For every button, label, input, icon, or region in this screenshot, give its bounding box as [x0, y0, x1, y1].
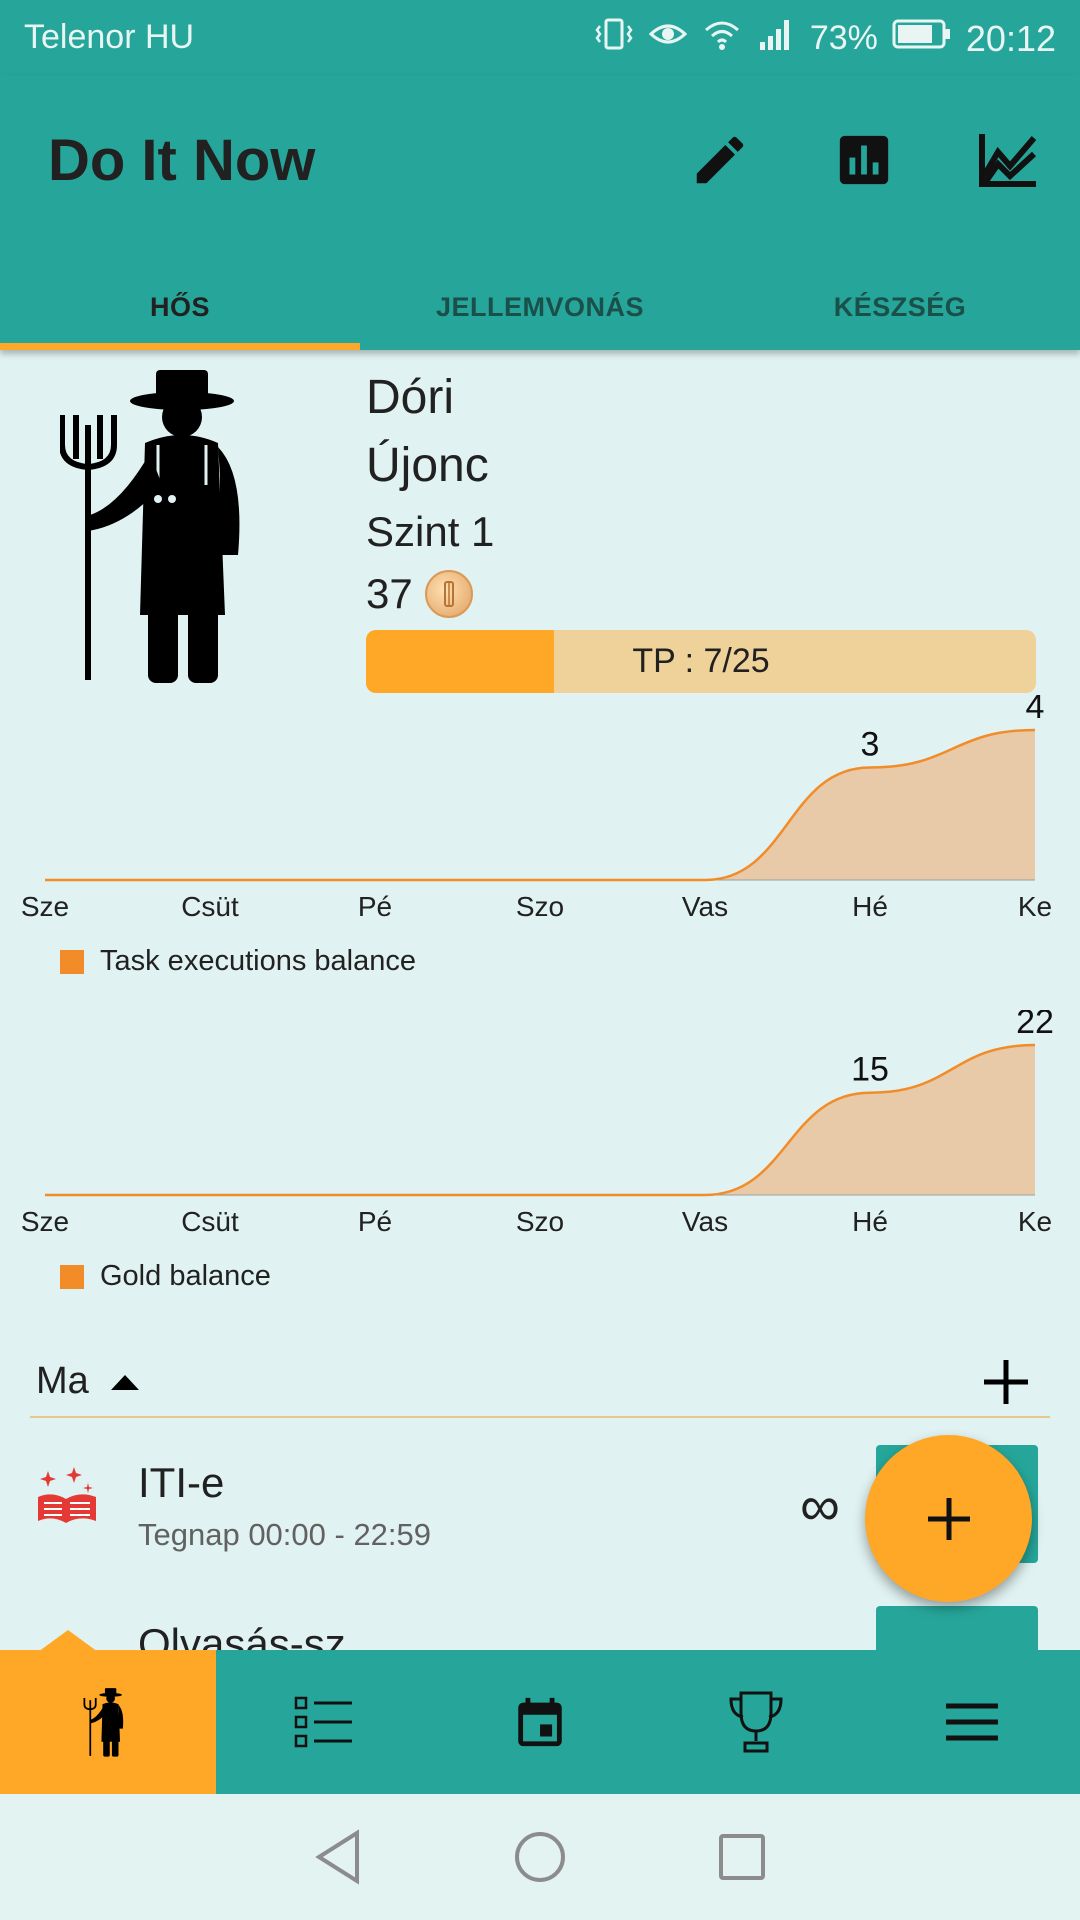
- legend-label: Task executions balance: [100, 945, 416, 977]
- series-line: [44, 728, 1036, 882]
- trophy-icon: [729, 1691, 783, 1753]
- collapse-arrow-icon: [110, 1374, 139, 1390]
- legend-swatch: [60, 1264, 84, 1289]
- x-tick-label: Hé: [852, 1206, 888, 1237]
- x-tick-label: Pé: [358, 1206, 392, 1237]
- tab-hero[interactable]: HŐS: [0, 265, 360, 350]
- x-tick-label: Pé: [358, 891, 392, 922]
- task-executions-chart: Sze Csüt Pé Szo Vas Hé Ke 3 4: [0, 695, 1080, 935]
- trend-button[interactable]: [973, 125, 1043, 195]
- statistics-button[interactable]: [829, 125, 899, 195]
- x-tick-label: Szo: [516, 891, 564, 922]
- recents-icon[interactable]: [717, 1832, 767, 1882]
- experience-label: TP : 7/25: [632, 642, 770, 680]
- vibrate-icon: [594, 14, 634, 63]
- tab-bar: HŐS JELLEMVONÁS KÉSZSÉG: [0, 265, 1080, 350]
- data-label: 22: [1016, 1010, 1054, 1041]
- clock: 20:12: [965, 17, 1056, 59]
- series-line: [44, 1043, 1036, 1197]
- hero-gold: 37: [366, 570, 494, 618]
- status-icons: 73% 20:12: [594, 14, 1056, 63]
- x-tick-label: Ke: [1018, 1206, 1052, 1237]
- data-label: 15: [851, 1051, 889, 1089]
- tab-traits[interactable]: JELLEMVONÁS: [435, 292, 645, 322]
- x-tick-label: Sze: [21, 1206, 69, 1237]
- eye-icon: [648, 14, 688, 63]
- book-icon: [38, 1467, 96, 1523]
- x-tick-label: Vas: [682, 1206, 728, 1237]
- battery-percent: 73%: [809, 19, 878, 57]
- hero-level: Szint 1: [366, 508, 495, 555]
- task-executions-chart-svg: Sze Csüt Pé Szo Vas Hé Ke 3 4: [21, 695, 1052, 922]
- experience-bar: TP : 7/25: [366, 630, 1036, 693]
- carrier-name: Telenor HU: [24, 18, 195, 56]
- nav-indicator: [38, 1630, 98, 1652]
- pencil-icon: [696, 136, 744, 184]
- back-icon[interactable]: [313, 1829, 363, 1885]
- edit-button[interactable]: [685, 125, 755, 195]
- area-fill: [45, 1045, 1035, 1195]
- data-label: 4: [1026, 695, 1045, 726]
- gold-balance-chart-svg: Sze Csüt Pé Szo Vas Hé Ke 15 22: [21, 1010, 1054, 1237]
- data-label: 3: [861, 726, 880, 764]
- menu-icon: [946, 1703, 998, 1741]
- x-tick-label: Csüt: [181, 891, 239, 922]
- x-tick-label: Hé: [852, 891, 888, 922]
- battery-icon: [892, 17, 952, 60]
- x-tick-label: Szo: [516, 1206, 564, 1237]
- checklist-icon: [294, 1696, 352, 1748]
- app-title: Do It Now: [48, 128, 316, 193]
- gold-balance-chart: Sze Csüt Pé Szo Vas Hé Ke 15 22: [0, 1010, 1080, 1250]
- x-tick-label: Vas: [682, 891, 728, 922]
- x-tick-label: Csüt: [181, 1206, 239, 1237]
- line-chart-icon: [979, 134, 1037, 187]
- today-toggle[interactable]: Ma: [36, 1360, 141, 1403]
- x-tick-label: Sze: [21, 891, 69, 922]
- hero-info: Dóri Újonc Szint 1 37: [366, 372, 494, 618]
- nav-menu[interactable]: [864, 1650, 1080, 1794]
- today-label: Ma: [36, 1360, 89, 1402]
- gold-balance-legend: Gold balance: [60, 1260, 271, 1293]
- nav-tasks[interactable]: [216, 1650, 432, 1794]
- nav-hero[interactable]: [0, 1650, 216, 1794]
- bar-chart-icon: [839, 135, 889, 185]
- x-tick-label: Ke: [1018, 891, 1052, 922]
- add-task-button[interactable]: [976, 1352, 1036, 1412]
- coin-icon: [424, 570, 473, 618]
- infinity-icon: ∞: [800, 1474, 840, 1537]
- nav-calendar[interactable]: [432, 1650, 648, 1794]
- hero-avatar: [59, 365, 280, 685]
- status-bar: Telenor HU 73% 20:12: [0, 0, 1080, 75]
- area-fill: [45, 730, 1035, 880]
- wifi-icon: [702, 14, 742, 63]
- calendar-icon: [518, 1697, 562, 1747]
- plus-icon: [984, 1360, 1028, 1404]
- today-section-header[interactable]: Ma: [30, 1352, 1050, 1418]
- app-bar: Do It Now HŐS JELLEMVONÁS KÉSZSÉG: [0, 75, 1080, 350]
- task-name: ITI-e: [138, 1459, 225, 1506]
- home-icon[interactable]: [513, 1830, 567, 1884]
- gold-amount: 37: [366, 570, 413, 617]
- plus-icon: [927, 1497, 970, 1540]
- task-time: Tegnap 00:00 - 22:59: [138, 1517, 432, 1552]
- bottom-navigation: [0, 1650, 1080, 1794]
- system-navigation: [0, 1794, 1080, 1920]
- legend-label: Gold balance: [100, 1260, 271, 1292]
- hero-rank: Újonc: [366, 439, 489, 492]
- nav-trophies[interactable]: [648, 1650, 864, 1794]
- signal-icon: [756, 14, 796, 63]
- tab-skills[interactable]: KÉSZSÉG: [833, 292, 967, 322]
- add-fab-button[interactable]: [865, 1435, 1032, 1602]
- experience-fill: [366, 630, 554, 693]
- hero-name: Dóri: [366, 371, 455, 424]
- legend-swatch: [60, 949, 84, 974]
- task-executions-legend: Task executions balance: [60, 945, 416, 978]
- hero-icon: [83, 1688, 124, 1757]
